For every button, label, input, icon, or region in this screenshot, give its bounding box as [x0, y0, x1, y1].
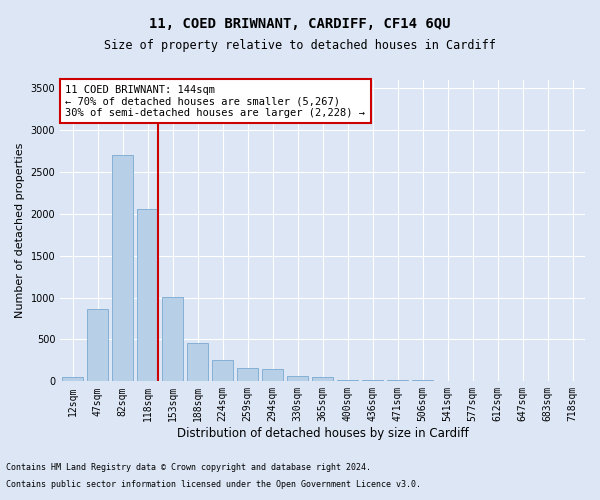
Bar — [137, 209, 158, 382]
Text: 11, COED BRIWNANT, CARDIFF, CF14 6QU: 11, COED BRIWNANT, CARDIFF, CF14 6QU — [149, 18, 451, 32]
Text: Contains public sector information licensed under the Open Government Licence v3: Contains public sector information licen… — [6, 480, 421, 489]
Bar — [187, 343, 208, 382]
Bar — [237, 368, 258, 382]
Text: Contains HM Land Registry data © Crown copyright and database right 2024.: Contains HM Land Registry data © Crown c… — [6, 464, 371, 472]
Bar — [412, 380, 433, 382]
Text: Size of property relative to detached houses in Cardiff: Size of property relative to detached ho… — [104, 39, 496, 52]
Bar — [212, 360, 233, 382]
X-axis label: Distribution of detached houses by size in Cardiff: Distribution of detached houses by size … — [177, 427, 469, 440]
Text: 11 COED BRIWNANT: 144sqm
← 70% of detached houses are smaller (5,267)
30% of sem: 11 COED BRIWNANT: 144sqm ← 70% of detach… — [65, 84, 365, 117]
Bar — [162, 297, 183, 382]
Bar — [87, 310, 108, 382]
Bar — [287, 376, 308, 382]
Bar — [362, 380, 383, 382]
Y-axis label: Number of detached properties: Number of detached properties — [15, 143, 25, 318]
Bar — [262, 369, 283, 382]
Bar — [112, 156, 133, 382]
Bar — [312, 377, 333, 382]
Bar — [387, 380, 408, 382]
Bar — [62, 376, 83, 382]
Bar — [337, 380, 358, 382]
